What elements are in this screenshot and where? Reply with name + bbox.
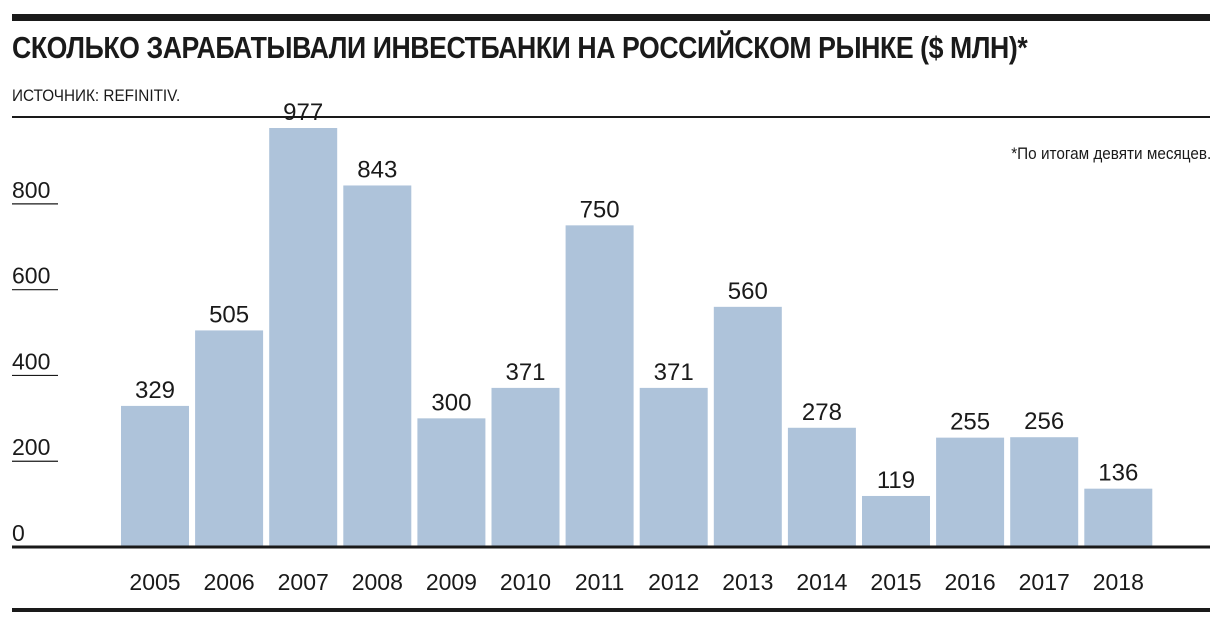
bar-2017 [1010, 437, 1079, 547]
x-tick-label-2007: 2007 [278, 569, 329, 595]
footnote: *По итогам девяти месяцев. [1010, 144, 1211, 163]
x-tick-label-2015: 2015 [870, 569, 921, 595]
bar-2014 [787, 427, 856, 547]
x-tick-label-2008: 2008 [352, 569, 403, 595]
bar-2015 [862, 495, 930, 547]
x-tick-label-2009: 2009 [426, 569, 477, 595]
header-divider [12, 116, 1210, 118]
y-axis-group: 0 200 400 600 800 [12, 177, 58, 546]
x-tick-label-2011: 2011 [575, 569, 624, 595]
x-tick-label-2005: 2005 [129, 569, 180, 595]
value-label-2011: 750 [580, 196, 620, 223]
value-label-2016: 255 [950, 409, 990, 436]
bar-2009 [417, 418, 486, 547]
value-label-2008: 843 [357, 156, 397, 183]
y-tick-label-200: 200 [12, 434, 50, 460]
x-tick-label-2016: 2016 [945, 569, 996, 595]
source-note: ИСТОЧНИК: REFINITIV. [12, 86, 181, 105]
x-tick-label-2012: 2012 [648, 569, 699, 595]
bar-2006 [195, 330, 264, 547]
value-label-2018: 136 [1098, 460, 1138, 487]
value-label-2006: 505 [209, 301, 249, 328]
bar-2018 [1084, 488, 1153, 547]
x-tick-label-2018: 2018 [1093, 569, 1144, 595]
bars-group [121, 128, 1153, 547]
bar-2010 [491, 387, 560, 547]
bar-2016 [936, 437, 1005, 547]
bar-2005 [121, 405, 189, 547]
value-label-2013: 560 [728, 278, 768, 305]
y-tick-label-800: 800 [12, 177, 50, 203]
value-label-2007: 977 [283, 99, 323, 126]
y-tick-label-600: 600 [12, 263, 50, 289]
value-label-2005: 329 [135, 377, 175, 404]
x-tick-label-2014: 2014 [796, 569, 847, 595]
bar-2013 [713, 306, 782, 547]
value-labels-group: 329 505 977 843 300 371 750 371 560 278 119 255 256 1… [135, 99, 1138, 494]
x-tick-label-2013: 2013 [722, 569, 773, 595]
bar-2008 [343, 185, 412, 547]
value-label-2012: 371 [654, 359, 694, 386]
x-tick-label-2017: 2017 [1019, 569, 1070, 595]
top-rule [12, 14, 1210, 21]
value-label-2009: 300 [431, 389, 471, 416]
value-label-2014: 278 [802, 399, 842, 426]
x-tick-label-2006: 2006 [204, 569, 255, 595]
value-label-2015: 119 [877, 467, 915, 494]
bar-2011 [565, 225, 634, 547]
x-labels-group: 2005 2006 2007 2008 2009 2010 2011 2012 2013 2014… [129, 569, 1143, 595]
bar-2007 [269, 128, 338, 547]
y-tick-label-0: 0 [12, 520, 25, 546]
bottom-rule [12, 608, 1210, 612]
y-tick-label-400: 400 [12, 348, 50, 374]
x-tick-label-2010: 2010 [500, 569, 551, 595]
bar-2012 [639, 387, 708, 547]
value-label-2017: 256 [1024, 408, 1064, 435]
chart-title: СКОЛЬКО ЗАРАБАТЫВАЛИ ИНВЕСТБАНКИ НА РОСС… [12, 30, 1028, 65]
value-label-2010: 371 [505, 359, 545, 386]
